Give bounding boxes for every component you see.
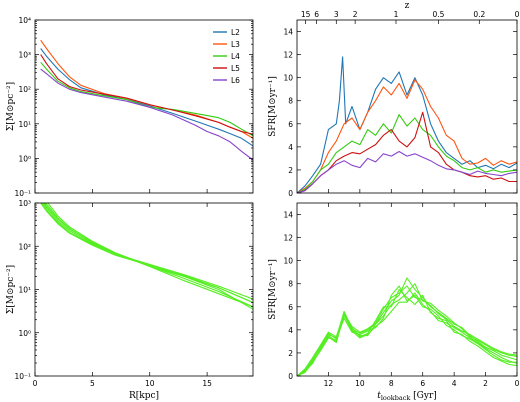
series-line-6 — [40, 203, 253, 304]
y-tick-label: 10¹ — [18, 120, 31, 129]
x-tick-label: 4 — [452, 379, 457, 388]
panel-3: 10⁻¹ 10⁰ 10¹ 10² 10³ 0 5 10 15 Σ[M⊙pc⁻²] R[kpc] — [6, 199, 254, 401]
x-axis-label: R[kpc] — [129, 391, 159, 401]
y-tick-label: 12 — [283, 234, 293, 243]
panel-4: 0 2 4 6 8 10 12 14 12 10 8 6 4 2 0 SFR[M⊙yr⁻¹] tlookback… — [268, 202, 520, 402]
series-line-4 — [297, 283, 517, 376]
series-line-l4 — [297, 114, 517, 193]
series-line-6 — [297, 285, 517, 376]
x-tick-label: 2 — [483, 379, 488, 388]
series-line-l5 — [40, 54, 253, 135]
series-line-5 — [297, 292, 517, 376]
y-tick-label: 8 — [288, 97, 293, 106]
x-tick-label: 8 — [389, 379, 394, 388]
y-tick-label: 14 — [283, 28, 293, 37]
plot-frame — [296, 19, 518, 194]
y-tick-label: 14 — [283, 211, 293, 220]
x-tick-label: 5 — [90, 379, 95, 388]
series-line-l3 — [297, 79, 517, 193]
y-axis-label: Σ[M⊙pc⁻²] — [6, 265, 16, 314]
y-tick-label: 0 — [288, 189, 293, 198]
legend-label-l2: L2 — [231, 28, 240, 37]
series-group — [40, 39, 253, 161]
z-tick-label: 0.5 — [432, 10, 444, 19]
legend-label-l6: L6 — [231, 76, 240, 85]
x-tick-label: 0 — [515, 379, 520, 388]
y-tick-label: 0 — [288, 372, 293, 381]
series-group — [297, 277, 517, 376]
y-tick-label: 10⁻¹ — [14, 189, 31, 198]
x-axis-label: tlookback [Gyr] — [377, 391, 437, 402]
plot-frame — [296, 202, 518, 377]
y-tick-label: 10³ — [18, 51, 31, 60]
y-tick-label: 12 — [283, 51, 293, 60]
y-axis-label: Σ[M⊙pc⁻²] — [6, 82, 16, 131]
y-tick-label: 4 — [288, 326, 293, 335]
z-axis-label: z — [405, 1, 410, 11]
z-tick-label: 0.2 — [473, 10, 485, 19]
y-tick-label: 10⁻¹ — [14, 372, 31, 381]
series-line-l4 — [40, 61, 253, 137]
series-line-5 — [42, 203, 253, 300]
y-tick-label: 10¹ — [18, 286, 31, 295]
y-tick-label: 10³ — [18, 199, 31, 208]
series-line-3 — [297, 288, 517, 376]
series-group — [297, 56, 517, 193]
y-tick-label: 10⁰ — [18, 329, 31, 338]
x-tick-label: 10 — [145, 379, 155, 388]
y-axis-label: SFR[M⊙yr⁻¹] — [268, 76, 278, 137]
z-tick-label: 1 — [394, 10, 399, 19]
y-tick-label: 2 — [288, 166, 293, 175]
z-tick-label: 0 — [515, 10, 520, 19]
series-line-2 — [297, 285, 517, 376]
panel-1: 10⁻¹ 10⁰ 10¹ 10² 10³ 10⁴ Σ[M⊙pc⁻²] L2 L3 L4 L5 L6 — [6, 16, 254, 198]
x-tick-label: 6 — [420, 379, 425, 388]
y-tick-label: 10² — [18, 242, 31, 251]
y-axis-label: SFR[M⊙yr⁻¹] — [268, 259, 278, 320]
z-tick-label: 3 — [334, 10, 339, 19]
x-tick-label: 10 — [355, 379, 365, 388]
y-tick-label: 4 — [288, 143, 293, 152]
series-line-l2 — [40, 48, 253, 147]
series-line-2 — [43, 203, 253, 308]
series-line-l6 — [40, 68, 253, 161]
z-tick-label: 2 — [353, 10, 358, 19]
series-line-l5 — [297, 111, 517, 193]
x-tick-label: 15 — [202, 379, 212, 388]
y-tick-label: 10⁴ — [18, 16, 31, 25]
legend-label-l5: L5 — [231, 64, 240, 73]
series-line-4 — [45, 203, 253, 308]
x-tick-label: 12 — [324, 379, 334, 388]
legend-label-l4: L4 — [231, 52, 240, 61]
y-tick-label: 6 — [288, 303, 293, 312]
series-group — [40, 203, 253, 310]
y-tick-label: 8 — [288, 280, 293, 289]
series-line-1 — [47, 203, 253, 304]
y-tick-label: 10² — [18, 85, 31, 94]
y-tick-label: 10 — [283, 257, 293, 266]
y-tick-label: 10⁰ — [18, 154, 31, 163]
x-tick-label: 0 — [33, 379, 38, 388]
plot-frame — [34, 19, 254, 194]
y-tick-label: 2 — [288, 349, 293, 358]
series-line-l6 — [297, 150, 517, 193]
y-tick-label: 10 — [283, 74, 293, 83]
z-tick-label: 6 — [314, 10, 319, 19]
legend-label-l3: L3 — [231, 40, 240, 49]
y-tick-label: 6 — [288, 120, 293, 129]
z-tick-label: 15 — [301, 10, 311, 19]
